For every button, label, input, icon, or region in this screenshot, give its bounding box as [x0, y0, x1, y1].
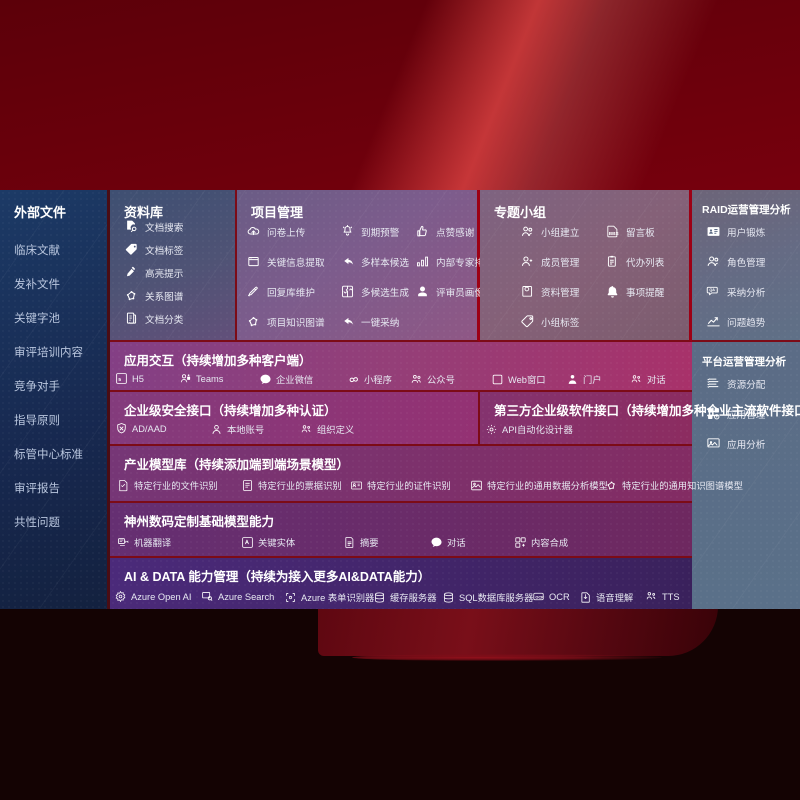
svg-text:BBS: BBS: [609, 231, 619, 236]
svg-text:QA: QA: [709, 288, 715, 292]
svg-text:OCR: OCR: [535, 595, 544, 599]
svg-text:5: 5: [118, 377, 121, 383]
